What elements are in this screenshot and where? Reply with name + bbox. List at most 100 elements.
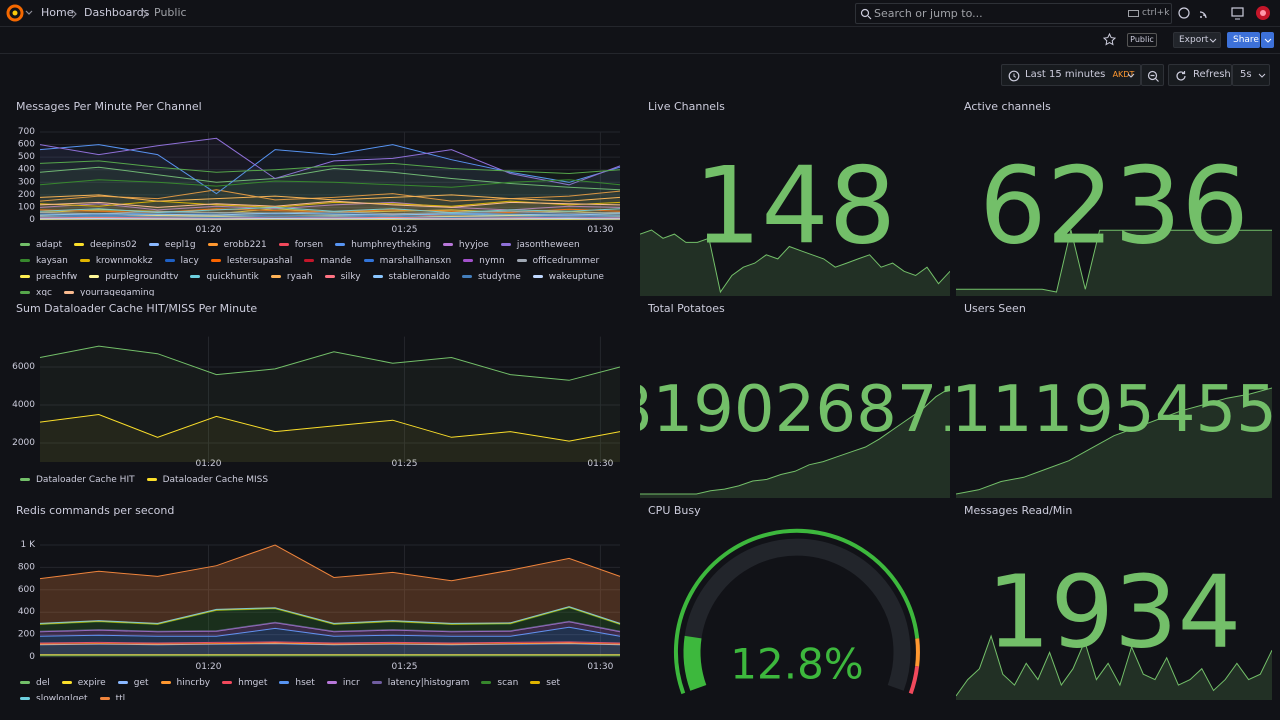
legend-label: lestersupashal [226,255,293,266]
legend-label: forsen [294,239,324,250]
series-line [39,166,621,191]
refresh-interval[interactable]: 5s [1232,64,1270,86]
share-menu-button[interactable] [1261,32,1274,48]
legend-label: latency|histogram [387,677,470,688]
legend: del expire get hincrby hmget hset incr latency|… [20,676,620,700]
y-tick-label: 200 [18,190,35,200]
breadcrumb-separator [71,9,77,19]
legend-item[interactable]: yourragegaming [64,286,154,296]
legend-swatch [89,275,100,278]
threshold-band [908,666,920,695]
area-fill [40,218,620,220]
legend-item[interactable]: jasontheween [500,238,580,251]
area-fill [40,218,620,220]
legend-swatch [461,275,472,278]
legend-item[interactable]: deepins02 [74,238,137,251]
legend-label: mande [320,255,352,266]
legend-item[interactable]: officedrummer [516,254,599,267]
area-fill [40,167,620,220]
panel: 6236 Active channels [956,96,1272,296]
legend-item[interactable]: hmget [222,676,267,689]
export-label: Export [1179,35,1209,45]
legend-label: marshallhansxn [379,255,452,266]
interval-label: 5s [1240,69,1252,80]
zoom-out-button[interactable] [1141,64,1164,86]
export-button[interactable]: Export [1173,32,1221,48]
legend-swatch [117,681,128,684]
area-fill [40,138,620,220]
legend-item[interactable]: ryaah [270,270,313,283]
sparkline [956,387,1272,495]
breadcrumb-home[interactable]: Home [41,6,74,19]
area-fill [40,208,620,220]
legend-item[interactable]: lacy [164,254,199,267]
legend-swatch [279,681,290,684]
series-line [39,606,621,625]
legend-swatch [371,681,382,684]
legend-item[interactable]: purplegroundttv [89,270,178,283]
sparkline-fill [956,230,1272,296]
nav-icons[interactable] [1177,6,1277,22]
time-picker[interactable]: Last 15 minutes AKDT [1001,64,1141,86]
legend-item[interactable]: eepl1g [148,238,196,251]
legend-item[interactable]: quickhuntik [190,270,259,283]
series-line [39,642,621,645]
refresh-button[interactable]: Refresh [1168,64,1232,86]
legend-item[interactable]: wakeuptune [532,270,604,283]
panel: 0 100 200 300 400 500 600 700 01:20 01:25 01:30 Mes… [8,96,632,296]
legend-item[interactable]: humphreytheking [335,238,431,251]
area-fill [40,606,620,624]
legend-item[interactable]: adapt [20,238,62,251]
search-box[interactable]: Search or jump to... ctrl+k [855,3,1172,24]
panel-title: CPU Busy [648,504,701,517]
star-button[interactable] [1103,33,1116,46]
sparkline [640,387,950,495]
legend-item[interactable]: Dataloader Cache MISS [146,473,268,486]
time-range: Last 15 minutes [1025,69,1106,80]
legend-item[interactable]: xqc [20,286,52,296]
legend-item[interactable]: get [117,676,149,689]
y-tick-label: 600 [18,140,35,150]
legend-item[interactable]: krownmokkz [79,254,153,267]
area-fill [40,643,620,655]
stat-value: 11195455 [956,373,1272,447]
legend-label: yourragegaming [80,287,155,297]
breadcrumb-current: Public [154,6,187,19]
legend-item[interactable]: expire [61,676,106,689]
legend-item[interactable]: ttl [99,692,125,700]
legend-item[interactable]: marshallhansxn [363,254,452,267]
legend-item[interactable]: stableronaldo [372,270,450,283]
legend-item[interactable]: del [20,676,50,689]
legend-item[interactable]: erobb221 [207,238,267,251]
legend-item[interactable]: slowlog|get [20,692,88,700]
legend-item[interactable]: nymn [463,254,505,267]
legend-item[interactable]: set [530,676,560,689]
area-fill [40,621,620,637]
legend-item[interactable]: studytme [461,270,521,283]
legend-item[interactable]: hyyjoe [442,238,489,251]
series-line [39,200,621,208]
x-tick-label: 01:30 [587,662,613,672]
legend-item[interactable]: incr [326,676,360,689]
legend-item[interactable]: mande [304,254,352,267]
legend-item[interactable]: Dataloader Cache HIT [20,473,135,486]
share-button[interactable]: Share [1227,32,1260,48]
legend-item[interactable]: forsen [278,238,324,251]
legend-item[interactable]: preachfw [20,270,77,283]
legend-label: hset [295,677,315,688]
panel-chart: 1934 [956,554,1272,700]
grafana-logo[interactable] [6,4,34,22]
legend-item[interactable]: hincrby [160,676,210,689]
legend-item[interactable]: kaysan [20,254,68,267]
legend-item[interactable]: scan [481,676,518,689]
legend-item[interactable]: silky [324,270,361,283]
legend-swatch [20,291,30,294]
breadcrumb-dashboards[interactable]: Dashboards [84,6,150,19]
sparkline-fill [956,636,1272,700]
legend-item[interactable]: latency|histogram [371,676,470,689]
legend-item[interactable]: hset [279,676,315,689]
legend-item[interactable]: lestersupashal [210,254,293,267]
y-tick-label: 600 [18,585,35,595]
legend-swatch [20,478,30,481]
series-line [39,206,621,214]
